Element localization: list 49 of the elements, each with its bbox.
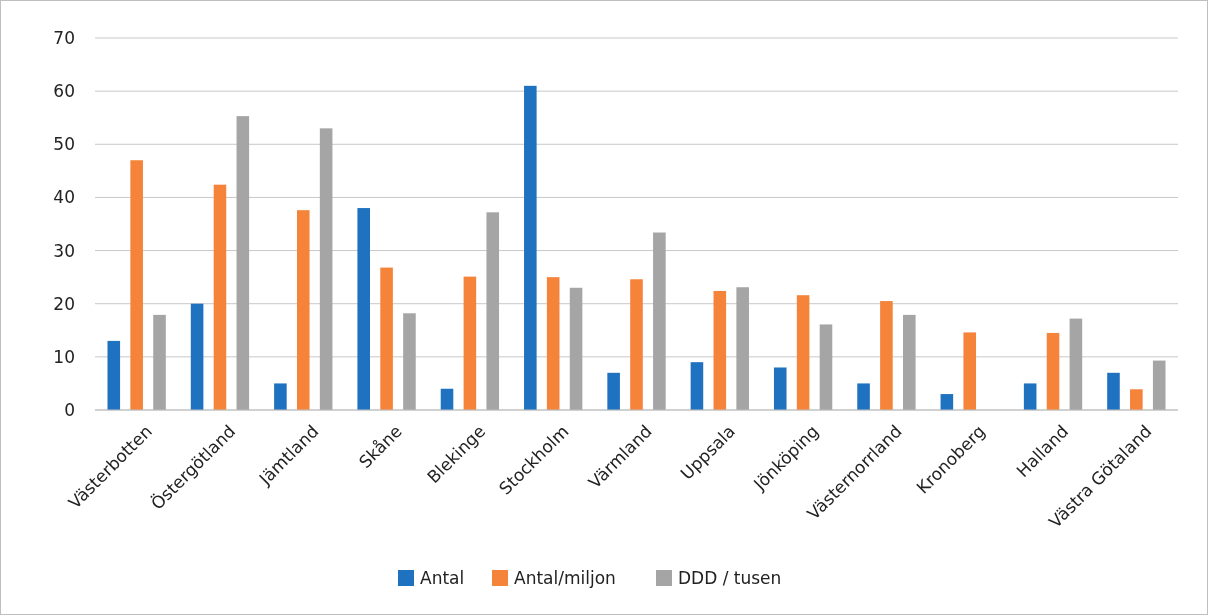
bar bbox=[319, 128, 333, 410]
bar bbox=[1130, 389, 1143, 410]
bar bbox=[546, 277, 560, 410]
bar bbox=[1152, 360, 1166, 410]
bar bbox=[940, 394, 954, 410]
legend-label: Antal/miljon bbox=[514, 567, 616, 588]
bar bbox=[630, 279, 643, 410]
y-tick-label: 50 bbox=[53, 134, 75, 155]
bar bbox=[153, 314, 166, 410]
bar bbox=[440, 388, 454, 410]
bar bbox=[357, 208, 370, 410]
bar bbox=[713, 290, 727, 410]
bar bbox=[857, 383, 870, 410]
bar bbox=[524, 85, 537, 410]
bar bbox=[1107, 372, 1120, 410]
y-tick-label: 30 bbox=[53, 240, 75, 261]
bar bbox=[653, 232, 666, 410]
bar bbox=[403, 313, 416, 410]
bar bbox=[190, 303, 204, 410]
bar bbox=[736, 287, 749, 410]
y-tick-label: 10 bbox=[53, 346, 75, 367]
bar bbox=[1023, 383, 1037, 410]
bar bbox=[107, 340, 121, 410]
bar bbox=[296, 210, 310, 410]
bar bbox=[380, 267, 393, 410]
y-tick-label: 40 bbox=[53, 187, 75, 208]
bar bbox=[1046, 332, 1060, 410]
bar bbox=[903, 314, 916, 410]
y-tick-label: 20 bbox=[53, 293, 75, 314]
bar bbox=[607, 372, 620, 410]
bar bbox=[690, 362, 704, 410]
bar bbox=[796, 295, 810, 410]
legend-label: DDD / tusen bbox=[678, 567, 782, 588]
bar bbox=[486, 212, 500, 410]
bar bbox=[236, 116, 250, 410]
bar bbox=[130, 160, 143, 410]
bar bbox=[1069, 318, 1083, 410]
bar bbox=[463, 276, 477, 410]
bar bbox=[819, 324, 833, 410]
y-tick-label: 60 bbox=[53, 81, 75, 102]
bar bbox=[773, 367, 787, 410]
y-tick-label: 70 bbox=[53, 27, 75, 48]
legend-label: Antal bbox=[420, 567, 465, 588]
bar bbox=[274, 383, 287, 410]
bar bbox=[569, 287, 583, 410]
bar bbox=[880, 301, 893, 410]
bar bbox=[963, 332, 977, 410]
y-tick-label: 0 bbox=[64, 399, 75, 420]
bar bbox=[213, 184, 227, 410]
